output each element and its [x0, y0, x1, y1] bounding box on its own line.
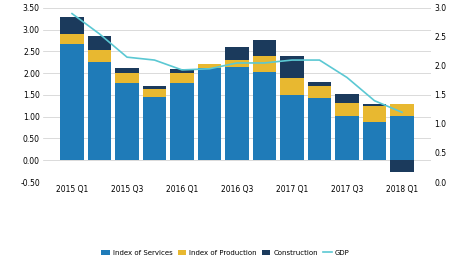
Bar — [225, 60, 249, 67]
Bar — [225, 47, 249, 60]
Bar — [253, 56, 276, 72]
Bar — [280, 56, 304, 78]
Bar — [88, 36, 111, 50]
Bar — [198, 64, 221, 68]
Bar — [390, 116, 414, 160]
Bar — [280, 95, 304, 160]
Bar — [225, 67, 249, 160]
Bar — [253, 40, 276, 56]
Bar — [143, 97, 166, 160]
Legend: Index of Services, Index of Production, Construction, GDP: Index of Services, Index of Production, … — [99, 247, 352, 259]
Bar — [170, 69, 194, 73]
Bar — [280, 78, 304, 95]
Bar — [363, 122, 386, 160]
Bar — [308, 86, 331, 98]
Bar — [335, 103, 359, 116]
Bar — [143, 86, 166, 89]
Bar — [115, 83, 139, 160]
Bar — [60, 43, 84, 160]
Bar — [60, 34, 84, 43]
Bar — [308, 98, 331, 160]
Bar — [198, 63, 221, 64]
Bar — [390, 104, 414, 116]
Bar — [88, 62, 111, 160]
Bar — [363, 106, 386, 122]
Bar — [88, 50, 111, 62]
Bar — [170, 73, 194, 83]
Bar — [198, 68, 221, 160]
Bar — [363, 104, 386, 106]
Bar — [115, 68, 139, 73]
Bar — [335, 116, 359, 160]
Bar — [170, 83, 194, 160]
Bar — [143, 89, 166, 97]
Bar — [115, 73, 139, 83]
Bar — [253, 72, 276, 160]
Bar — [390, 160, 414, 172]
Bar — [335, 94, 359, 103]
Bar — [308, 82, 331, 86]
Bar — [60, 17, 84, 34]
